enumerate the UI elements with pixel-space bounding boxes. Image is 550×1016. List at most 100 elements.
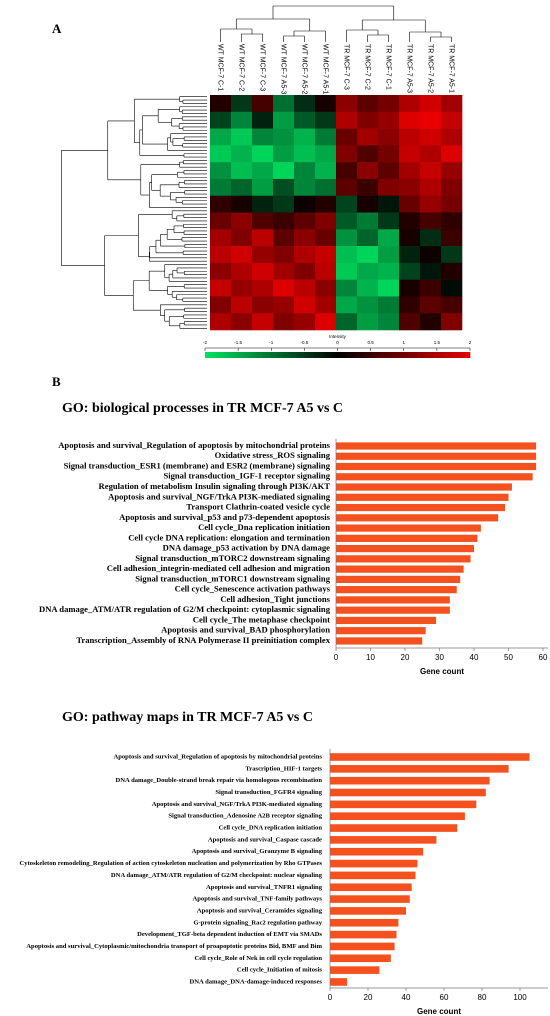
category-label: Cell adhesion_integrin-mediated cell adh… [107,563,330,573]
colorbar-segment [300,352,304,358]
column-label: TR MCF-7 C-2 [364,44,371,90]
heatmap-cell [252,262,274,280]
category-label: DNA damage_Double-strand break repair vi… [116,777,323,784]
bar [336,606,450,614]
heatmap-cell [420,145,442,163]
heatmap-cell [378,229,400,247]
heatmap-cell [273,128,295,146]
colorbar-segment [382,352,386,358]
heatmap-cell [210,195,232,213]
category-label: G-protein signaling_Rac2 regulation path… [193,919,322,926]
heatmap-cell [441,95,463,113]
heatmap-cell [336,95,358,113]
heatmap-cell [294,212,316,230]
category-label: Cytoskeleton remodeling_Regulation of ac… [20,860,323,867]
heatmap-cell [252,279,274,297]
category-label: Apoptosis and survival_BAD phosphorylati… [161,625,330,635]
colorbar-segment [332,352,336,358]
category-label: Apoptosis and survival_p53 and p73-depen… [119,512,331,522]
category-label: Apoptosis and survival_Ceramides signali… [197,907,323,914]
colorbar-segment [356,352,359,358]
x-tick-label: 40 [402,993,411,1002]
colorbar-tick-label: 0 [336,340,339,345]
heatmap-cell [441,229,463,247]
heatmap-cell [336,246,358,264]
category-label: Signal transduction_ESR1 (membrane) and … [64,460,331,470]
heatmap-cell [357,95,379,113]
heatmap-cell [294,313,316,331]
colorbar-segment [387,352,391,358]
heatmap-cell [420,313,442,331]
heatmap-cell [399,162,421,180]
column-label: TR MCF-7 C-1 [385,44,392,90]
colorbar-segment [265,352,269,358]
heatmap-cell [231,313,253,331]
colorbar-segment [220,352,224,358]
bar [330,765,509,773]
colorbar-segment [390,352,394,358]
heatmap-cell [378,313,400,331]
heatmap-cell [252,111,274,129]
bar [336,524,481,532]
heatmap-cell [315,178,337,197]
heatmap-cell [420,195,442,213]
colorbar-segment [210,352,214,358]
heatmap-cell [441,111,463,129]
colorbar-segment [244,352,248,358]
colorbar-segment [417,352,420,358]
colorbar-segment [340,352,344,358]
category-label: Apoptosis and survival_NGF/TrkA PI3K-med… [152,801,323,808]
heatmap-cell [399,178,421,197]
heatmap-cell [336,279,358,297]
category-label: Apoptosis and survival_Cytoplasmic/mitoc… [26,943,322,950]
column-label: WT MCF-7 A5-1 [322,44,329,95]
heatmap-cell [399,279,421,297]
heatmap-cell [231,145,253,163]
heatmap-cell [336,229,358,247]
colorbar-segment [308,352,312,358]
heatmap-cell [273,296,295,314]
colorbar-segment [424,352,428,358]
heatmap-cell [273,162,295,180]
category-label: DNA damage_DNA-damage-induced responses [190,978,323,985]
heatmap-cell [441,246,463,264]
colorbar-segment [271,352,275,358]
colorbar-segment [348,352,352,358]
bar [330,930,397,939]
bar [330,812,465,820]
heatmap-cell [273,178,295,197]
category-label: Apoptosis and survival_Granzyme B signal… [192,848,323,855]
colorbar-tick-label: -2 [203,340,207,345]
colorbar-segment [377,352,381,358]
category-label: Apoptosis and survival_TNF-family pathwa… [192,896,322,903]
column-label: TR MCF-7 C-3 [343,44,350,90]
heatmap-cell [399,296,421,314]
colorbar-segment [443,352,447,358]
bar [330,895,410,903]
colorbar-segment [223,352,227,358]
colorbar-segment [329,352,333,358]
heatmap-cell [273,246,295,264]
bar [336,545,474,553]
heatmap-cell [210,212,232,230]
colorbar-segment [350,352,354,358]
heatmap-cell [315,111,337,129]
category-label: Trascription_HIF-1 targets [245,765,322,772]
heatmap-cell [441,313,463,331]
heatmap-cell [441,262,463,280]
heatmap-cell [273,145,295,163]
heatmap-cell [420,178,442,197]
colorbar-segment [218,352,222,358]
bar [330,978,348,986]
heatmap-cell [441,162,463,180]
heatmap-cell [210,246,232,264]
heatmap-cell [399,111,421,129]
category-label: Cell adhesion_Tight junctions [220,594,330,604]
colorbar-segment [440,352,444,358]
heatmap-cell [273,111,295,129]
x-tick-label: 0 [334,653,339,662]
heatmap-cell [420,262,442,280]
heatmap-cell [378,246,400,264]
heatmap-cell [231,111,253,129]
heatmap-cell [294,229,316,247]
